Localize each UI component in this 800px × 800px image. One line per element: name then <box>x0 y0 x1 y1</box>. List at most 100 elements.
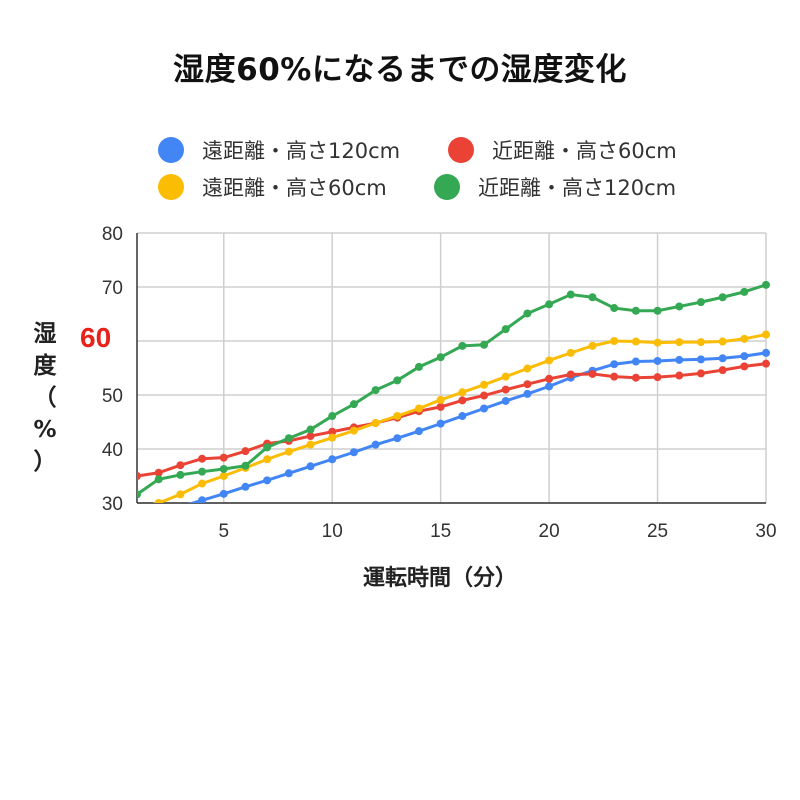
data-point <box>740 287 749 296</box>
data-point <box>523 380 532 389</box>
data-point <box>306 432 315 441</box>
y-axis-label: 湿度 （% ） <box>28 318 62 478</box>
data-point <box>696 298 705 307</box>
x-tick-label: 30 <box>755 521 776 542</box>
data-point <box>523 309 532 318</box>
data-point <box>762 348 770 357</box>
data-point <box>610 304 619 313</box>
series-group <box>137 280 770 499</box>
data-point <box>198 496 207 503</box>
y-axis-label-char: ） <box>33 449 57 475</box>
data-point <box>480 380 489 389</box>
data-point <box>414 427 423 436</box>
data-point <box>328 427 337 436</box>
chart-title: 湿度60%になるまでの湿度変化 <box>173 52 627 88</box>
data-point <box>480 404 489 413</box>
data-point <box>436 419 445 428</box>
data-point <box>501 396 510 405</box>
data-point <box>653 306 662 315</box>
data-point <box>566 348 575 357</box>
y-tick-label: 50 <box>102 386 123 407</box>
data-point <box>696 338 705 347</box>
data-point <box>436 353 445 362</box>
data-point <box>328 455 337 464</box>
data-point <box>284 469 293 478</box>
data-point <box>458 412 467 421</box>
y-tick-label: 70 <box>102 278 123 299</box>
data-point <box>545 382 554 391</box>
data-point <box>501 385 510 394</box>
legend-item-far-60: 遠距離・高さ60cm <box>158 172 387 202</box>
legend-dot-icon <box>434 174 460 200</box>
data-point <box>328 412 337 421</box>
legend-dot-icon <box>448 137 474 163</box>
y-tick-label: 40 <box>102 440 123 461</box>
data-point <box>349 448 358 457</box>
data-point <box>306 425 315 434</box>
legend-item-near-60: 近距離・高さ60cm <box>448 135 677 165</box>
data-point <box>155 509 163 517</box>
data-point <box>545 374 554 383</box>
data-point <box>263 476 272 485</box>
data-point <box>393 434 402 443</box>
x-tick-label: 20 <box>539 521 560 542</box>
data-point <box>675 338 684 347</box>
data-point <box>154 468 163 477</box>
data-point <box>349 400 358 409</box>
data-point <box>653 373 662 382</box>
data-point <box>176 461 185 470</box>
data-point <box>762 330 770 339</box>
data-point <box>371 419 380 428</box>
data-point <box>154 475 163 484</box>
data-point <box>501 372 510 381</box>
data-point <box>241 482 250 491</box>
data-point <box>675 371 684 380</box>
data-point <box>219 472 228 480</box>
data-point <box>696 355 705 364</box>
x-tick-label: 5 <box>218 521 229 542</box>
data-point <box>740 352 749 361</box>
data-point <box>696 369 705 378</box>
data-point <box>718 293 727 302</box>
data-point <box>349 426 358 435</box>
legend-dot-icon <box>158 137 184 163</box>
data-point <box>179 502 182 503</box>
data-point <box>284 434 293 443</box>
data-point <box>133 504 141 512</box>
series-line <box>137 283 767 496</box>
series-group <box>155 348 770 517</box>
data-point <box>740 362 749 371</box>
data-point <box>219 453 228 462</box>
data-point <box>631 357 640 366</box>
data-point <box>306 462 315 471</box>
data-point <box>545 300 554 309</box>
data-point <box>523 364 532 373</box>
data-point <box>588 293 597 302</box>
data-point <box>653 356 662 365</box>
data-point <box>631 373 640 382</box>
data-point <box>371 440 380 449</box>
data-point <box>610 337 619 345</box>
data-point <box>284 447 293 456</box>
data-point <box>545 356 554 365</box>
data-point <box>740 334 749 343</box>
data-point <box>137 472 141 480</box>
data-point <box>241 461 250 470</box>
data-point <box>436 395 445 404</box>
x-tick-label: 15 <box>430 521 451 542</box>
data-point <box>631 337 640 346</box>
data-point <box>501 325 510 334</box>
data-point <box>176 490 185 499</box>
data-point <box>653 338 662 347</box>
data-point <box>176 470 185 479</box>
x-tick-label: 10 <box>322 521 343 542</box>
data-point <box>675 355 684 364</box>
data-point <box>393 412 402 421</box>
data-point <box>458 388 467 397</box>
data-point <box>566 370 575 379</box>
legend-label: 遠距離・高さ120cm <box>202 139 401 163</box>
data-point <box>523 389 532 398</box>
data-point <box>588 369 597 378</box>
data-point <box>371 386 380 395</box>
data-point <box>718 366 727 375</box>
